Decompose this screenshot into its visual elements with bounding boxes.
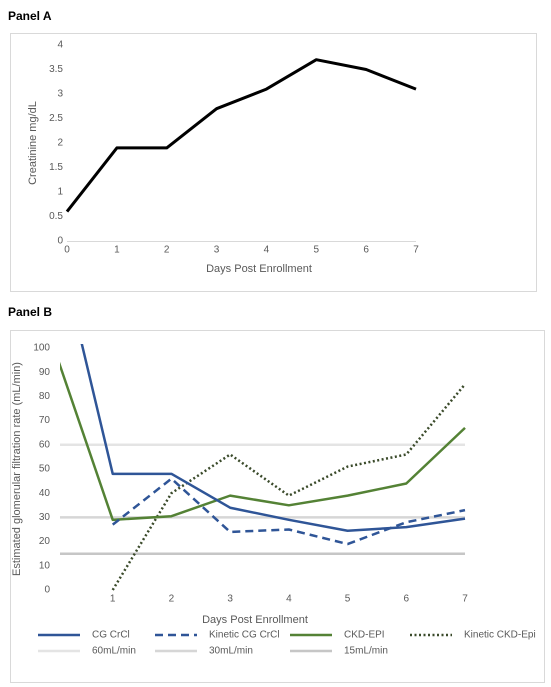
legend-label: 15mL/min	[344, 646, 388, 657]
x-tick-label: 1	[114, 245, 120, 256]
x-tick-label: 5	[345, 594, 351, 605]
y-tick-label: 2.5	[49, 113, 63, 124]
x-tick-label: 7	[413, 245, 419, 256]
y-tick-label: 50	[39, 464, 51, 475]
x-tick-label: 1	[110, 594, 116, 605]
y-tick-label: 0	[57, 236, 63, 247]
y-tick-label: 40	[39, 488, 51, 499]
x-axis-label: Days Post Enrollment	[202, 614, 308, 626]
x-tick-label: 6	[363, 245, 369, 256]
y-tick-label: 80	[39, 391, 51, 402]
y-tick-label: 2	[57, 138, 63, 149]
y-tick-label: 60	[39, 439, 51, 450]
series-line	[65, 58, 417, 213]
y-tick-label: 3	[57, 89, 63, 100]
panel-frame	[10, 330, 545, 683]
x-axis-label: Days Post Enrollment	[206, 263, 312, 275]
y-tick-label: 70	[39, 415, 51, 426]
y-tick-label: 0	[44, 585, 50, 596]
legend-label: Kinetic CKD-Epi	[464, 630, 536, 641]
y-tick-label: 10	[39, 560, 51, 571]
panel-title: Panel A	[8, 9, 52, 23]
series-line	[111, 383, 466, 591]
y-axis-label: Estimated glomerular filtration rate (mL…	[11, 362, 23, 576]
series-line	[111, 477, 466, 546]
series-line	[80, 344, 466, 532]
panel-title: Panel B	[8, 305, 52, 319]
x-tick-label: 0	[64, 245, 70, 256]
x-tick-label: 6	[404, 594, 410, 605]
x-tick-label: 4	[264, 245, 270, 256]
x-tick-label: 3	[227, 594, 233, 605]
y-tick-label: 0.5	[49, 211, 63, 222]
x-tick-label: 2	[164, 245, 170, 256]
legend-label: 30mL/min	[209, 646, 253, 657]
x-tick-label: 5	[314, 245, 320, 256]
y-tick-label: 100	[33, 343, 50, 354]
y-tick-label: 90	[39, 367, 51, 378]
y-tick-label: 4	[57, 40, 63, 51]
y-tick-label: 20	[39, 536, 51, 547]
x-tick-label: 7	[462, 594, 468, 605]
y-tick-label: 1.5	[49, 162, 63, 173]
x-tick-label: 2	[169, 594, 175, 605]
legend-label: Kinetic CG CrCl	[209, 630, 280, 641]
legend-label: CKD-EPI	[344, 630, 385, 641]
y-tick-label: 3.5	[49, 64, 63, 75]
x-tick-label: 4	[286, 594, 292, 605]
y-axis-label: Creatinine mg/dL	[27, 101, 39, 185]
y-tick-label: 1	[57, 187, 63, 198]
legend-label: 60mL/min	[92, 646, 136, 657]
y-tick-label: 30	[39, 512, 51, 523]
x-tick-label: 3	[214, 245, 220, 256]
panel-frame	[10, 33, 537, 292]
series-line	[60, 361, 466, 522]
legend-label: CG CrCl	[92, 630, 130, 641]
